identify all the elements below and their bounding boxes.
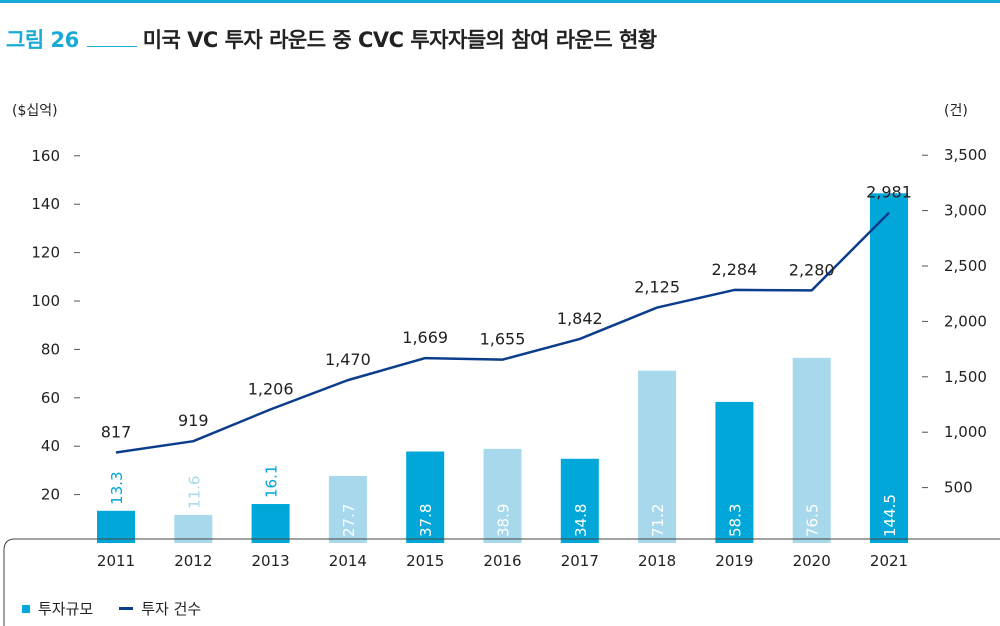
bar xyxy=(792,357,831,543)
y-right-tick-label: 1,500 xyxy=(944,368,987,386)
line-value-label: 817 xyxy=(101,422,132,441)
bar-value-label: 37.8 xyxy=(417,504,435,537)
x-tick-label: 2019 xyxy=(715,552,753,570)
y-right-tick-label: 3,000 xyxy=(944,202,987,220)
x-tick-label: 2012 xyxy=(174,552,212,570)
x-tick-label: 2017 xyxy=(561,552,599,570)
bar-series xyxy=(97,193,908,543)
x-tick-label: 2011 xyxy=(97,552,135,570)
bar xyxy=(406,451,445,543)
y-left-tick-label: 20 xyxy=(41,486,60,504)
bar-value-label: 11.6 xyxy=(185,476,203,509)
bar-value-label: 144.5 xyxy=(881,494,899,537)
y-left-tick-label: 140 xyxy=(31,195,60,213)
bar-value-label: 38.9 xyxy=(495,504,513,537)
y-right-tick-label: 1,000 xyxy=(944,423,987,441)
line-value-label: 2,981 xyxy=(866,183,912,202)
x-tick-label: 2014 xyxy=(329,552,367,570)
bar xyxy=(638,370,677,543)
y-right-tick-label: 2,500 xyxy=(944,257,987,275)
bar-value-label: 71.2 xyxy=(649,504,667,537)
bar-value-labels: 13.3 11.6 16.1 27.7 37.8 38.9 34.8 71.2 58.3 76.5… xyxy=(108,465,899,537)
bar-value-label: 13.3 xyxy=(108,471,126,504)
legend-bar-label: 투자규모 xyxy=(38,600,94,618)
y-right-ticks: 500 1,000 1,500 2,000 2,500 3,000 3,500 xyxy=(922,146,987,497)
x-tick-label: 2016 xyxy=(483,552,521,570)
top-rule xyxy=(0,0,1000,3)
bar xyxy=(174,514,213,543)
y-right-tick-label: 3,500 xyxy=(944,146,987,164)
y-left-tick-label: 100 xyxy=(31,292,60,310)
bar-value-label: 34.8 xyxy=(572,504,590,537)
bar-value-label: 16.1 xyxy=(263,465,281,498)
y-right-tick-label: 500 xyxy=(944,479,973,497)
bar-value-label: 58.3 xyxy=(726,504,744,537)
x-tick-labels: 2011 2012 2013 2014 2015 2016 2017 2018 2019 2020… xyxy=(97,552,908,570)
y-left-tick-label: 60 xyxy=(41,389,60,407)
line-value-label: 2,125 xyxy=(634,278,680,297)
y-left-axis-label: ($십억) xyxy=(12,103,58,119)
line-value-label: 2,284 xyxy=(711,260,757,279)
line-value-label: 1,206 xyxy=(248,379,294,398)
legend-line-label: 투자 건수 xyxy=(141,600,202,618)
x-tick-label: 2021 xyxy=(870,552,908,570)
y-right-axis-label: (건) xyxy=(944,103,968,119)
y-left-tick-label: 120 xyxy=(31,244,60,262)
plot-frame xyxy=(3,538,1000,626)
bar xyxy=(715,401,754,543)
y-right-tick-label: 2,000 xyxy=(944,312,987,330)
bar xyxy=(97,510,135,543)
line-value-label: 1,669 xyxy=(402,328,448,347)
line-value-label: 2,280 xyxy=(789,260,835,279)
line-value-label: 1,470 xyxy=(325,350,371,369)
y-left-tick-label: 160 xyxy=(31,147,60,165)
line-series xyxy=(115,211,890,454)
y-left-ticks: 20 40 60 80 100 120 140 160 xyxy=(31,147,80,504)
line-value-label: 1,655 xyxy=(480,330,526,349)
legend-bar-swatch xyxy=(22,604,30,613)
figure-label: 그림 26 xyxy=(6,28,79,52)
bar xyxy=(483,448,522,543)
bar-value-label: 27.7 xyxy=(340,504,358,537)
bar xyxy=(328,475,367,543)
line-value-labels: 817 919 1,206 1,470 1,669 1,655 1,842 2,125 2,28… xyxy=(101,183,912,442)
bar xyxy=(560,458,599,543)
y-left-tick-label: 40 xyxy=(41,437,60,455)
x-tick-label: 2018 xyxy=(638,552,676,570)
x-tick-label: 2020 xyxy=(793,552,831,570)
x-tick-label: 2013 xyxy=(252,552,290,570)
figure-title-text: 미국 VC 투자 라운드 중 CVC 투자자들의 참여 라운드 현황 xyxy=(142,28,657,52)
line-value-label: 919 xyxy=(178,411,209,430)
line-path xyxy=(115,211,890,454)
title-underline xyxy=(86,34,137,47)
line-value-label: 1,842 xyxy=(557,309,603,328)
bar-value-label: 76.5 xyxy=(804,504,822,537)
legend: 투자규모 투자 건수 xyxy=(22,598,201,619)
bar xyxy=(870,193,908,543)
x-tick-label: 2015 xyxy=(406,552,444,570)
figure-title: 그림 26 미국 VC 투자 라운드 중 CVC 투자자들의 참여 라운드 현황 xyxy=(6,24,657,54)
legend-line-swatch xyxy=(119,607,134,610)
bar xyxy=(251,504,290,543)
y-left-tick-label: 80 xyxy=(41,340,60,358)
